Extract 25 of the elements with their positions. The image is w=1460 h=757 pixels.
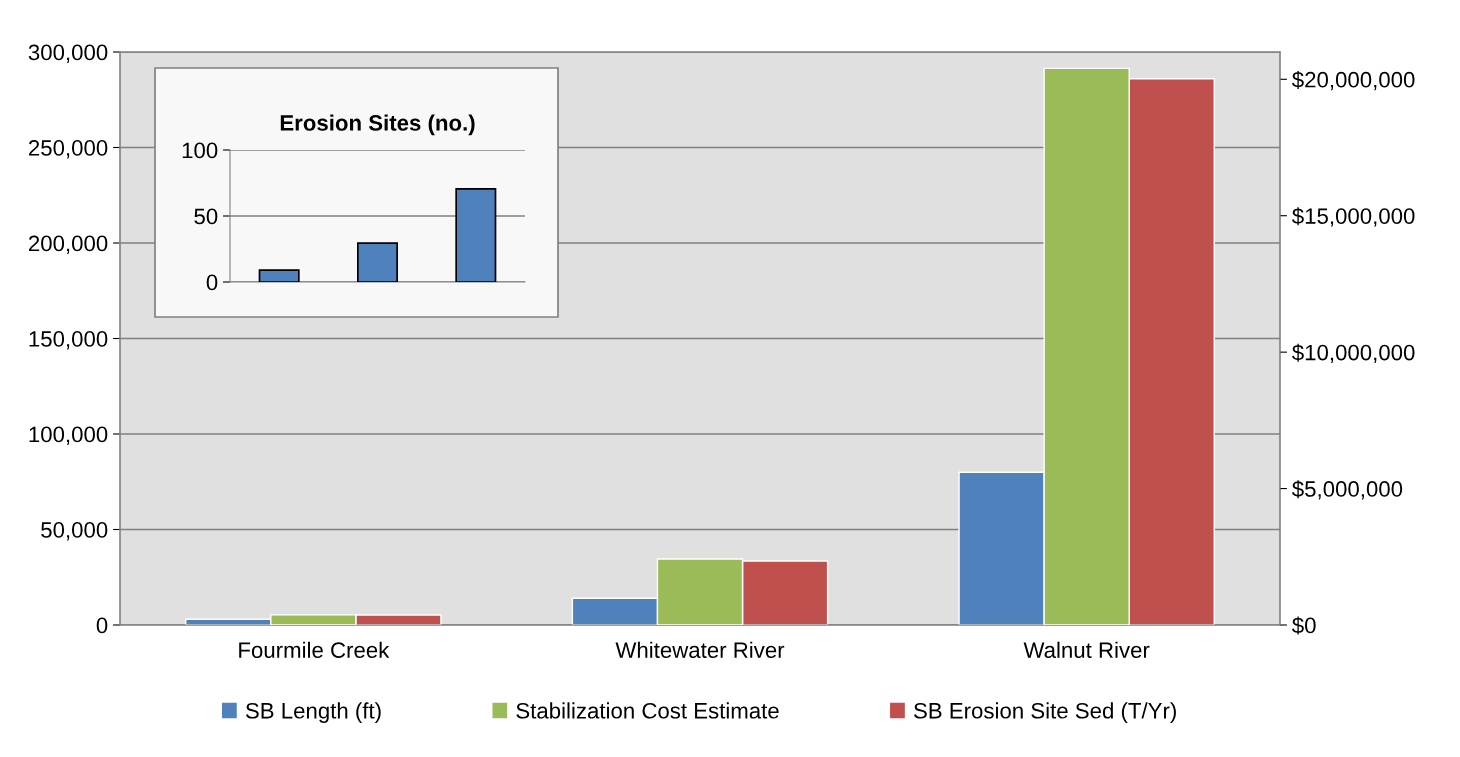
bar bbox=[356, 242, 399, 282]
y2-tick-label: $10,000,000 bbox=[1292, 343, 1415, 364]
y2-tick-label: $0 bbox=[1292, 616, 1316, 635]
y-tick-label: 50,000 bbox=[41, 522, 108, 541]
legend-label: Stabilization Cost Estimate bbox=[516, 702, 779, 719]
x-tick-label: Fourmile Creek bbox=[239, 641, 390, 658]
y-tick-label: 100 bbox=[182, 142, 218, 159]
y-tick-label: 200,000 bbox=[28, 235, 108, 254]
legend-label: SB Erosion Site Sed (T/Yr) bbox=[914, 702, 1176, 723]
y-tick-label: 0 bbox=[206, 274, 218, 291]
legend-label: SB Length (ft) bbox=[245, 702, 381, 724]
x-tick-label: Whitewater River bbox=[615, 641, 785, 658]
y-tick-label: 0 bbox=[96, 617, 108, 634]
y-tick-label: 150,000 bbox=[29, 331, 108, 350]
bar bbox=[258, 269, 300, 282]
bar bbox=[455, 188, 497, 282]
chart-title: Erosion Sites (no.) bbox=[280, 114, 475, 136]
y-tick-label: 50 bbox=[194, 208, 218, 225]
y-tick-label: 100,000 bbox=[29, 426, 108, 445]
y-tick-label: 250,000 bbox=[28, 140, 108, 159]
y-tick-label: 300,000 bbox=[28, 44, 108, 63]
y2-tick-label: $15,000,000 bbox=[1292, 207, 1415, 227]
y2-tick-label: $5,000,000 bbox=[1292, 480, 1403, 500]
x-tick-label: Walnut River bbox=[1023, 641, 1150, 658]
y2-tick-label: $20,000,000 bbox=[1292, 70, 1415, 91]
